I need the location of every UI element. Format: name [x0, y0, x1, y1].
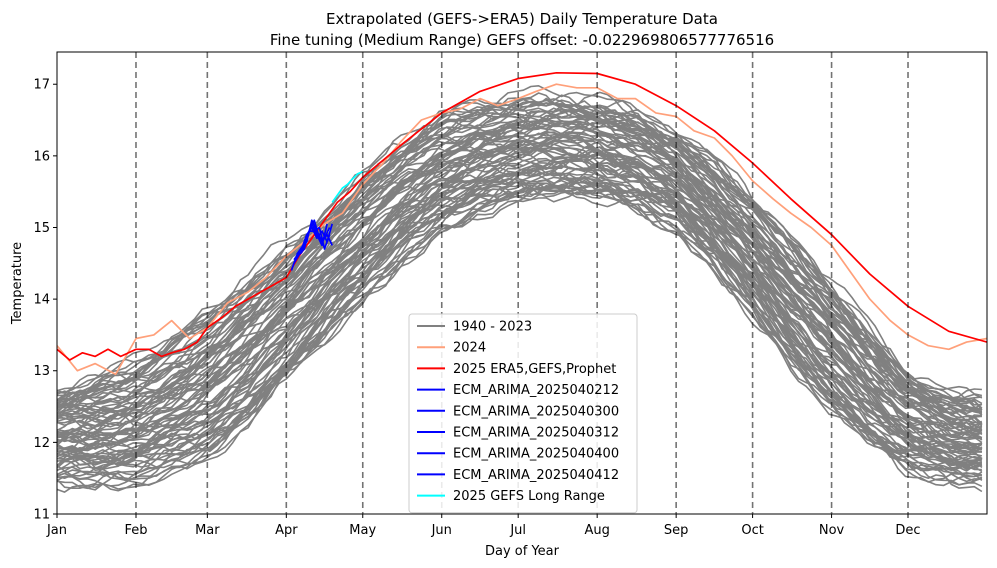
historical-year-line	[57, 109, 983, 430]
historical-year-line	[57, 164, 982, 472]
x-axis: Jan Feb Mar Apr May Jun Jul Aug Sep Oct Nov Dec	[46, 514, 921, 538]
historical-year-line	[57, 98, 983, 397]
legend-entry-label: 2025 GEFS Long Range	[453, 489, 605, 504]
x-tick-label: Feb	[124, 523, 147, 538]
legend-entry-label: 2025 ERA5,GEFS,Prophet	[453, 362, 616, 377]
chart-title: Extrapolated (GEFS->ERA5) Daily Temperat…	[326, 10, 718, 28]
historical-year-line	[57, 146, 983, 451]
historical-year-line	[57, 140, 983, 440]
y-tick-label: 11	[33, 508, 50, 523]
legend-entry-label: ECM_ARIMA_2025040400	[453, 447, 619, 462]
y-tick-label: 17	[33, 78, 50, 93]
plot-area	[57, 52, 987, 514]
series-line-ecm-arima-2025040412	[295, 219, 333, 256]
historical-year-line	[57, 125, 983, 422]
historical-series-group	[57, 85, 983, 493]
x-tick-label: Aug	[584, 523, 609, 538]
x-tick-label: Dec	[895, 523, 920, 538]
y-axis: 11 12 13 14 15 16 17	[33, 78, 57, 523]
legend-entry-label: 2024	[453, 341, 486, 356]
historical-year-line	[57, 132, 983, 426]
y-tick-label: 12	[33, 436, 50, 451]
historical-year-line	[57, 105, 983, 409]
x-tick-label: Jun	[431, 523, 452, 538]
historical-year-line	[57, 160, 983, 443]
series-line-2025-era5-gefs-prophet	[57, 71, 987, 361]
x-tick-label: Sep	[664, 523, 689, 538]
historical-year-line	[57, 132, 983, 430]
historical-year-line	[57, 118, 983, 412]
x-tick-label: May	[349, 523, 376, 538]
historical-year-line	[57, 175, 983, 470]
historical-year-line	[57, 113, 983, 410]
x-axis-label: Day of Year	[485, 544, 560, 559]
historical-year-line	[57, 157, 982, 454]
legend-box	[408, 313, 638, 514]
x-tick-label: Nov	[819, 523, 845, 538]
historical-year-line	[57, 189, 983, 481]
x-tick-label: Jul	[509, 523, 526, 538]
y-tick-label: 15	[33, 221, 50, 236]
x-tick-label: Jan	[46, 523, 67, 538]
legend: 1940 - 2023 2024 2025 ERA5,GEFS,Prophet ECM…	[408, 313, 638, 514]
historical-year-line	[57, 114, 982, 422]
legend-entry-label: ECM_ARIMA_2025040300	[453, 404, 619, 419]
y-tick-label: 14	[33, 293, 50, 308]
x-tick-label: Oct	[741, 523, 763, 538]
historical-year-line	[57, 85, 983, 416]
y-tick-label: 16	[33, 149, 50, 164]
legend-entry-label: ECM_ARIMA_2025040312	[453, 426, 619, 441]
series-line-2025-gefs-long-range	[331, 170, 364, 203]
x-tick-label: Mar	[195, 523, 220, 538]
y-axis-label: Temperature	[10, 242, 25, 325]
historical-year-line	[57, 132, 983, 432]
historical-year-line	[57, 166, 983, 458]
legend-entry-label: ECM_ARIMA_2025040212	[453, 383, 619, 398]
y-tick-label: 13	[33, 364, 50, 379]
plot-frame	[56, 51, 988, 515]
chart-subtitle: Fine tuning (Medium Range) GEFS offset: …	[270, 31, 774, 49]
legend-entry-label: 1940 - 2023	[453, 320, 532, 335]
historical-year-line	[57, 148, 983, 469]
historical-year-line	[57, 181, 983, 493]
x-tick-label: Apr	[275, 523, 298, 538]
legend-entry-label: ECM_ARIMA_2025040412	[453, 468, 619, 483]
